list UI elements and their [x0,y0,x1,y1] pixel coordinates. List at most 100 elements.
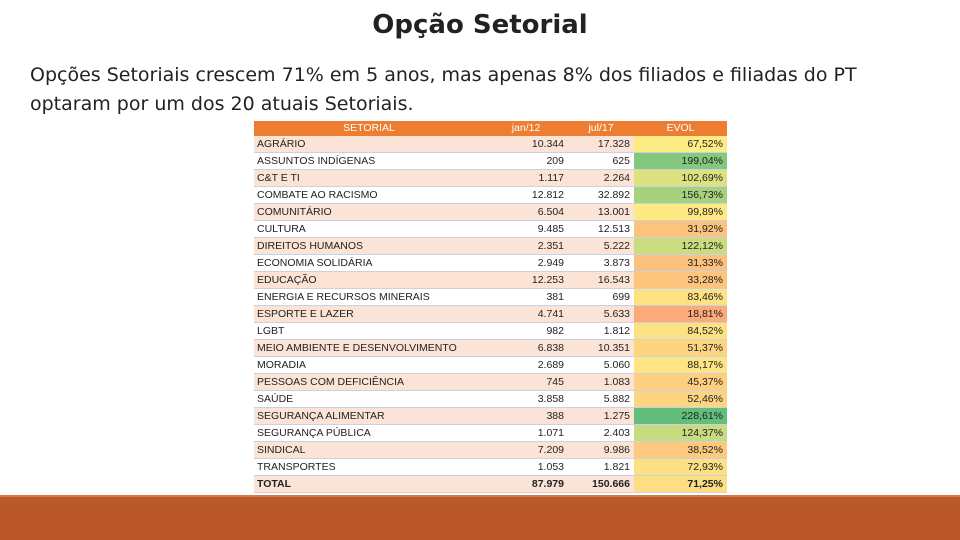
setorial-name-cell: EDUCAÇÃO [254,271,484,289]
setorial-name-cell: ESPORTE E LAZER [254,305,484,323]
evol-value-cell: 83,46% [634,288,727,306]
jul17-value-cell: 1.275 [568,407,634,425]
evol-value-cell: 84,52% [634,322,727,340]
jul17-value-cell: 32.892 [568,186,634,204]
evol-value-cell: 72,93% [634,458,727,476]
jan12-value-cell: 381 [484,288,568,306]
evol-value-cell: 33,28% [634,271,727,289]
jul17-value-cell: 2.264 [568,169,634,187]
setorial-name-cell: COMUNITÁRIO [254,203,484,221]
evol-value-cell: 31,33% [634,254,727,272]
slide-subtitle: Opções Setoriais crescem 71% em 5 anos, … [30,64,857,115]
jan12-value-cell: 2.949 [484,254,568,272]
setorial-name-cell: DIREITOS HUMANOS [254,237,484,255]
table-row: SINDICAL 7.209 9.986 38,52% [254,441,727,459]
jan12-value-cell: 87.979 [484,475,568,493]
setorial-name-cell: TOTAL [254,475,484,493]
jul17-value-cell: 625 [568,152,634,170]
jan12-value-cell: 388 [484,407,568,425]
table-row: EDUCAÇÃO 12.253 16.543 33,28% [254,271,727,289]
evol-value-cell: 156,73% [634,186,727,204]
evol-value-cell: 99,89% [634,203,727,221]
jan12-value-cell: 3.858 [484,390,568,408]
jan12-value-cell: 6.838 [484,339,568,357]
evol-value-cell: 45,37% [634,373,727,391]
footer-bar [0,497,960,540]
table-row: ECONOMIA SOLIDÁRIA 2.949 3.873 31,33% [254,254,727,272]
jul17-value-cell: 5.060 [568,356,634,374]
jul17-value-cell: 16.543 [568,271,634,289]
jul17-value-cell: 17.328 [568,136,634,153]
jul17-value-cell: 10.351 [568,339,634,357]
evol-value-cell: 88,17% [634,356,727,374]
jan12-value-cell: 6.504 [484,203,568,221]
evol-value-cell: 51,37% [634,339,727,357]
jan12-value-cell: 9.485 [484,220,568,238]
jul17-value-cell: 150.666 [568,475,634,493]
table-row: MORADIA 2.689 5.060 88,17% [254,356,727,374]
evol-value-cell: 71,25% [634,475,727,493]
jul17-value-cell: 9.986 [568,441,634,459]
setorial-name-cell: LGBT [254,322,484,340]
evol-value-cell: 199,04% [634,152,727,170]
jan12-value-cell: 12.253 [484,271,568,289]
evol-value-cell: 124,37% [634,424,727,442]
table-row: ASSUNTOS INDÍGENAS 209 625 199,04% [254,152,727,170]
setorial-name-cell: SINDICAL [254,441,484,459]
setorial-name-cell: ENERGIA E RECURSOS MINERAIS [254,288,484,306]
table-row: SAÚDE 3.858 5.882 52,46% [254,390,727,408]
jan12-value-cell: 1.053 [484,458,568,476]
table-row: MEIO AMBIENTE E DESENVOLVIMENTO 6.838 10.3… [254,339,727,357]
table-row: ESPORTE E LAZER 4.741 5.633 18,81% [254,305,727,323]
table-row: SEGURANÇA ALIMENTAR 388 1.275 228,61% [254,407,727,425]
table-row: AGRÁRIO 10.344 17.328 67,52% [254,136,727,153]
jul17-value-cell: 1.821 [568,458,634,476]
setorial-name-cell: CULTURA [254,220,484,238]
evol-value-cell: 122,12% [634,237,727,255]
jan12-value-cell: 1.071 [484,424,568,442]
jan12-value-cell: 209 [484,152,568,170]
table-row: CULTURA 9.485 12.513 31,92% [254,220,727,238]
jul17-value-cell: 5.222 [568,237,634,255]
jan12-value-cell: 2.351 [484,237,568,255]
jul17-value-cell: 5.633 [568,305,634,323]
setorial-table: SETORIAL jan/12 jul/17 EVOL AGRÁRIO 10.34… [254,121,727,493]
slide-title: Opção Setorial [372,10,588,40]
table-header-row: SETORIAL jan/12 jul/17 EVOL [254,121,727,136]
table-body: AGRÁRIO 10.344 17.328 67,52% ASSUNTOS INDÍGE… [254,136,727,493]
setorial-name-cell: C&T E TI [254,169,484,187]
jul17-value-cell: 3.873 [568,254,634,272]
jan12-value-cell: 1.117 [484,169,568,187]
setorial-name-cell: SAÚDE [254,390,484,408]
header-jul17: jul/17 [568,121,634,136]
setorial-table-container: SETORIAL jan/12 jul/17 EVOL AGRÁRIO 10.34… [254,121,727,493]
table-row: LGBT 982 1.812 84,52% [254,322,727,340]
setorial-name-cell: AGRÁRIO [254,136,484,153]
setorial-name-cell: MEIO AMBIENTE E DESENVOLVIMENTO [254,339,484,357]
setorial-name-cell: COMBATE AO RACISMO [254,186,484,204]
setorial-name-cell: ECONOMIA SOLIDÁRIA [254,254,484,272]
table-row: ENERGIA E RECURSOS MINERAIS 381 699 83,46% [254,288,727,306]
table-row: TRANSPORTES 1.053 1.821 72,93% [254,458,727,476]
footer-divider [0,495,960,497]
jul17-value-cell: 5.882 [568,390,634,408]
table-row: DIREITOS HUMANOS 2.351 5.222 122,12% [254,237,727,255]
evol-value-cell: 102,69% [634,169,727,187]
table-row: SEGURANÇA PÚBLICA 1.071 2.403 124,37% [254,424,727,442]
jan12-value-cell: 2.689 [484,356,568,374]
evol-value-cell: 31,92% [634,220,727,238]
jan12-value-cell: 7.209 [484,441,568,459]
setorial-name-cell: PESSOAS COM DEFICIÊNCIA [254,373,484,391]
evol-value-cell: 38,52% [634,441,727,459]
header-setorial: SETORIAL [254,121,484,136]
setorial-name-cell: TRANSPORTES [254,458,484,476]
table-row: PESSOAS COM DEFICIÊNCIA 745 1.083 45,37% [254,373,727,391]
evol-value-cell: 52,46% [634,390,727,408]
jul17-value-cell: 699 [568,288,634,306]
setorial-name-cell: SEGURANÇA PÚBLICA [254,424,484,442]
jan12-value-cell: 10.344 [484,136,568,153]
jul17-value-cell: 13.001 [568,203,634,221]
header-evol: EVOL [634,121,727,136]
jan12-value-cell: 12.812 [484,186,568,204]
table-row: COMBATE AO RACISMO 12.812 32.892 156,73% [254,186,727,204]
